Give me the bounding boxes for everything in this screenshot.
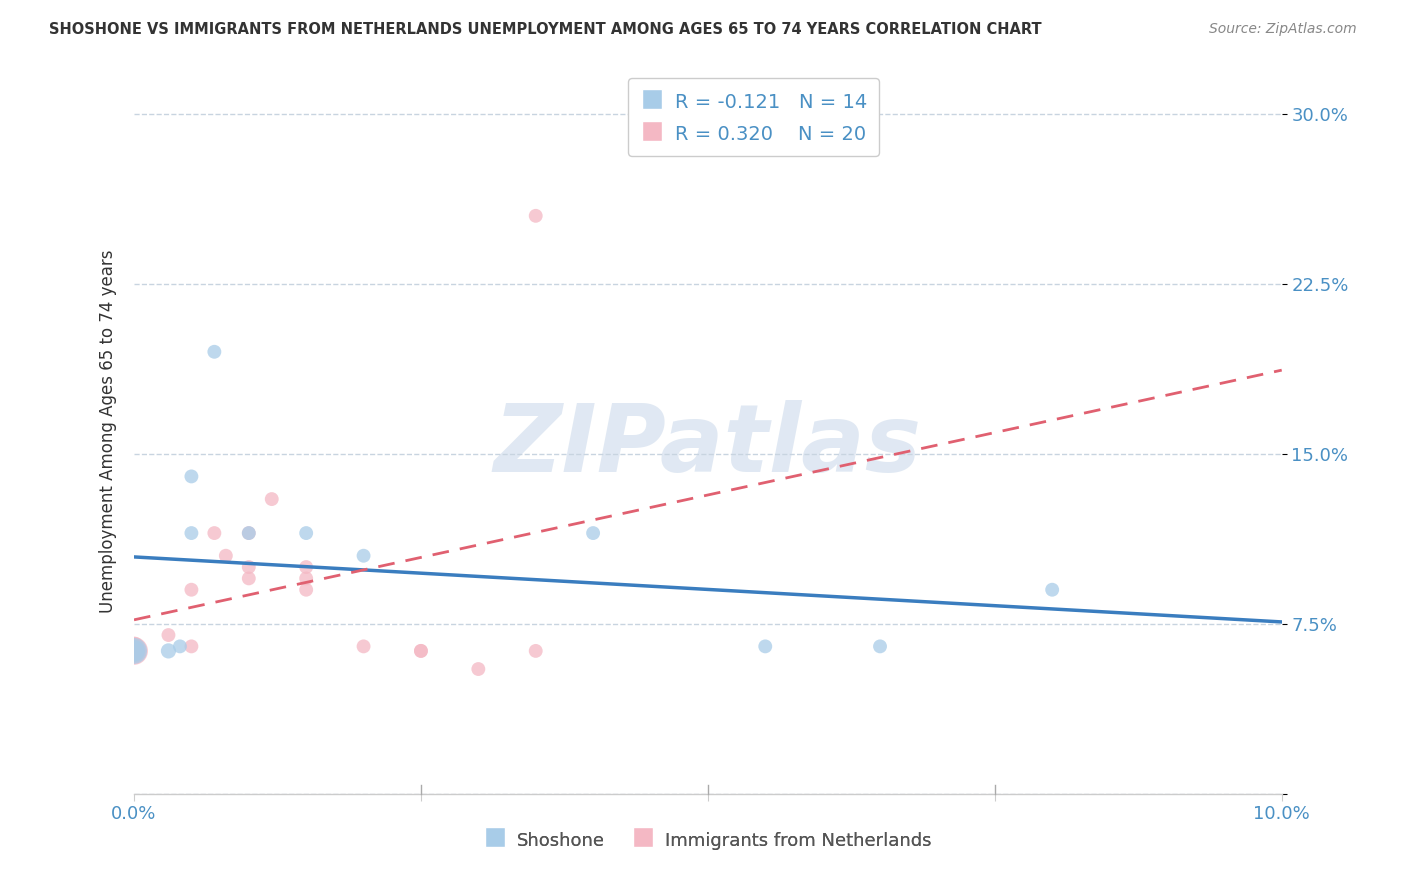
Point: [180, 469, 202, 483]
Point: [1040, 582, 1063, 597]
Point: [202, 344, 225, 359]
Point: [122, 644, 145, 658]
Point: [122, 644, 145, 658]
Point: [582, 526, 605, 541]
Point: [295, 560, 318, 574]
Point: [409, 644, 432, 658]
Point: [238, 526, 260, 541]
Point: [215, 549, 238, 563]
Point: [202, 526, 225, 541]
Point: [122, 644, 145, 658]
Point: [295, 526, 318, 541]
Point: [238, 526, 260, 541]
Point: [524, 644, 547, 658]
Point: [409, 644, 432, 658]
Point: [353, 549, 375, 563]
Point: [169, 640, 191, 654]
Point: [754, 640, 776, 654]
Point: [157, 628, 180, 642]
Text: Source: ZipAtlas.com: Source: ZipAtlas.com: [1209, 22, 1357, 37]
Text: SHOSHONE VS IMMIGRANTS FROM NETHERLANDS UNEMPLOYMENT AMONG AGES 65 TO 74 YEARS C: SHOSHONE VS IMMIGRANTS FROM NETHERLANDS …: [49, 22, 1042, 37]
Point: [157, 644, 180, 658]
Legend: Shoshone, Immigrants from Netherlands: Shoshone, Immigrants from Netherlands: [478, 822, 938, 857]
Point: [180, 640, 202, 654]
Point: [524, 209, 547, 223]
Y-axis label: Unemployment Among Ages 65 to 74 years: Unemployment Among Ages 65 to 74 years: [100, 250, 117, 613]
Point: [295, 571, 318, 585]
Point: [869, 640, 891, 654]
Point: [122, 640, 145, 654]
Point: [122, 644, 145, 658]
Point: [180, 582, 202, 597]
Point: [353, 640, 375, 654]
Text: ZIPatlas: ZIPatlas: [494, 400, 922, 491]
Point: [467, 662, 489, 676]
Point: [260, 492, 283, 507]
Point: [295, 582, 318, 597]
Point: [180, 526, 202, 541]
Point: [238, 560, 260, 574]
Point: [238, 571, 260, 585]
